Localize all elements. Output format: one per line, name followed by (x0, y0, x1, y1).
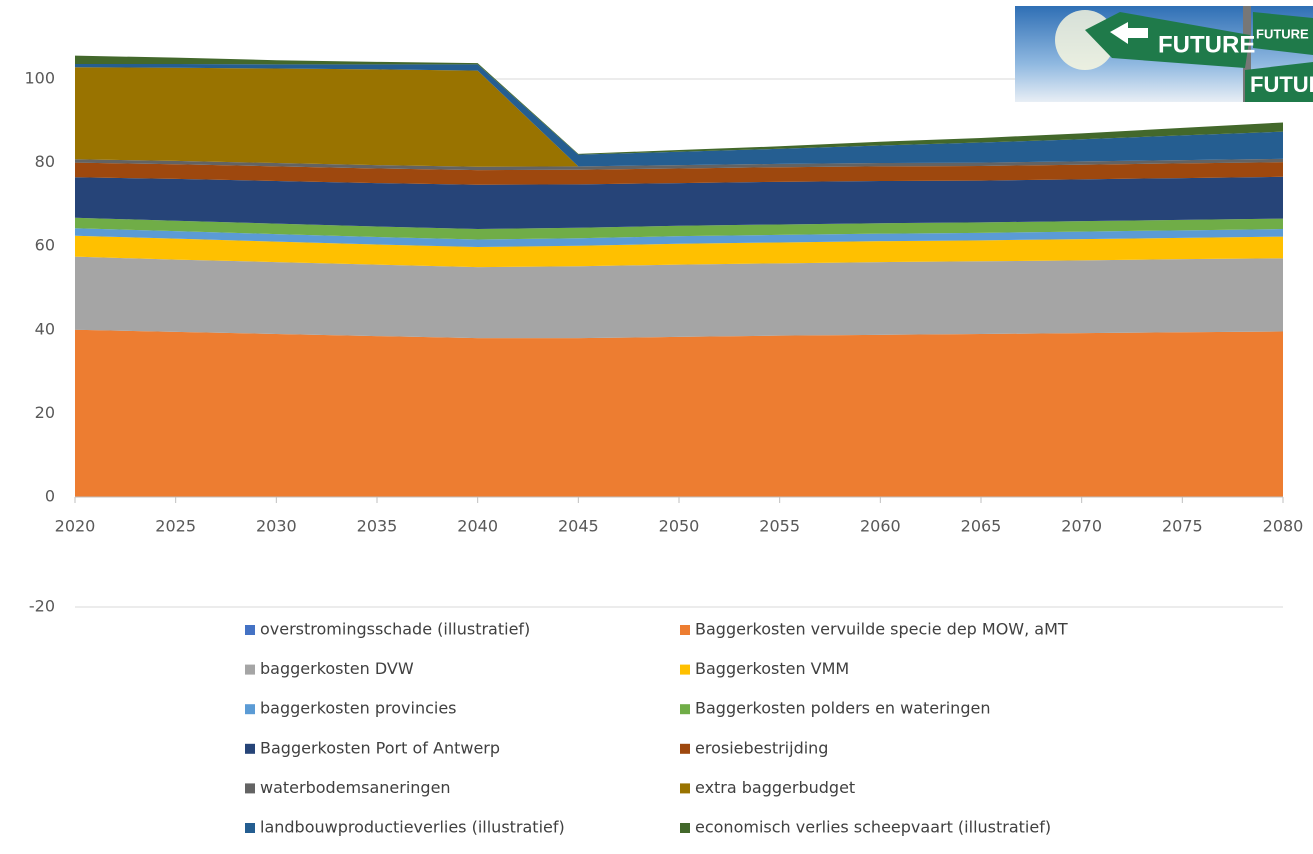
legend-label: waterbodemsaneringen (260, 778, 451, 797)
x-tick-label: 2045 (558, 517, 599, 536)
area (75, 235, 1283, 268)
legend-label: economisch verlies scheepvaart (illustra… (695, 818, 1051, 837)
legend-swatch (245, 625, 255, 635)
area (75, 329, 1283, 497)
y-tick-label: 40 (35, 319, 55, 338)
y-tick-label: -20 (29, 597, 55, 616)
x-tick-label: 2070 (1061, 517, 1102, 536)
arrow-icon (1110, 22, 1148, 44)
legend-swatch (680, 743, 690, 754)
legend-label: Baggerkosten Port of Antwerp (260, 738, 500, 757)
legend-swatch (680, 823, 690, 833)
y-tick-label: 100 (24, 69, 55, 88)
legend-label: landbouwproductieverlies (illustratief) (260, 818, 565, 837)
x-tick-label: 2065 (961, 517, 1002, 536)
x-tick-label: 2075 (1162, 517, 1203, 536)
x-tick-label: 2060 (860, 517, 901, 536)
x-tick-label: 2035 (357, 517, 398, 536)
legend-swatch (245, 704, 255, 715)
area (75, 158, 1283, 171)
legend-label: Baggerkosten vervuilde specie dep MOW, a… (695, 620, 1068, 639)
legend-label: baggerkosten DVW (260, 659, 414, 678)
sign (1245, 62, 1313, 102)
sign (1253, 12, 1313, 55)
legend-label: extra baggerbudget (695, 778, 855, 797)
sign-text: FUTURE (1256, 26, 1309, 41)
y-tick-label: 0 (45, 487, 55, 506)
sign-text: FUTURE (1158, 31, 1255, 58)
y-tick-label: 80 (35, 152, 55, 171)
legend-label: baggerkosten provincies (260, 699, 457, 718)
legend-label: erosiebestrijding (695, 738, 828, 757)
legend-swatch (680, 783, 690, 794)
y-tick-label: 60 (35, 236, 55, 255)
x-tick-label: 2025 (155, 517, 196, 536)
sign-text: FUTUR (1250, 72, 1313, 97)
area (75, 63, 1283, 167)
legend-swatch (680, 625, 690, 635)
area (75, 228, 1283, 248)
legend-swatch (245, 783, 255, 794)
legend-label: overstromingsschade (illustratief) (260, 620, 530, 639)
photo: FUTURE FUTURE FUTUR (1015, 6, 1313, 102)
legend-label: Baggerkosten polders en wateringen (695, 699, 990, 718)
legend-swatch (680, 664, 690, 675)
area (75, 256, 1283, 339)
x-tick-label: 2080 (1263, 517, 1304, 536)
legend-swatch (245, 664, 255, 675)
x-tick-label: 2055 (759, 517, 800, 536)
y-tick-label: 20 (35, 403, 55, 422)
legend-swatch (245, 743, 255, 754)
area (75, 217, 1283, 240)
legend-swatch (680, 704, 690, 715)
x-tick-label: 2020 (55, 517, 96, 536)
area (75, 176, 1283, 230)
area (75, 162, 1283, 185)
x-tick-label: 2040 (457, 517, 498, 536)
legend-swatch (245, 823, 255, 833)
area (75, 67, 1283, 167)
x-tick-label: 2030 (256, 517, 297, 536)
legend-label: Baggerkosten VMM (695, 659, 849, 678)
x-tick-label: 2050 (659, 517, 700, 536)
